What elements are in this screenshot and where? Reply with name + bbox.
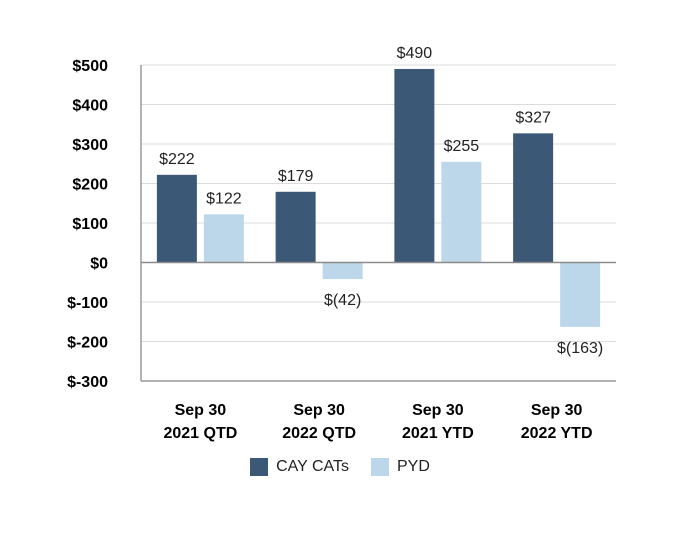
x-tick-label: 2021 YTD bbox=[402, 425, 474, 442]
bar-cay-cats bbox=[513, 133, 554, 263]
data-label: $327 bbox=[515, 109, 551, 126]
y-tick-label: $300 bbox=[72, 137, 108, 154]
data-label: $490 bbox=[397, 45, 433, 62]
y-axis-ticks: $500 $400 $300 $200 $100 $0 $-100 $-200 $-300 bbox=[67, 58, 108, 391]
legend-label-pyd: PYD bbox=[397, 458, 430, 475]
axes bbox=[140, 65, 616, 382]
y-tick-label: $100 bbox=[72, 216, 108, 233]
x-tick-label: 2021 QTD bbox=[163, 425, 237, 442]
data-label: $(163) bbox=[557, 340, 603, 357]
bar-cay-cats bbox=[156, 174, 197, 263]
data-label: $255 bbox=[444, 138, 480, 155]
bar-pyd bbox=[322, 262, 363, 280]
bar-cay-cats bbox=[394, 68, 435, 263]
data-labels: $222 $122 $179 $(42) $490 $255 $327 $(163) bbox=[159, 45, 603, 357]
y-tick-label: $400 bbox=[72, 98, 108, 115]
bar-pyd bbox=[203, 214, 244, 263]
legend: CAY CATs PYD bbox=[0, 458, 680, 476]
y-tick-label: $200 bbox=[72, 177, 108, 194]
bar-cay-cats bbox=[275, 191, 316, 263]
legend-swatch-cay-cats bbox=[250, 458, 269, 476]
y-tick-label: $500 bbox=[72, 58, 108, 75]
x-tick-label: 2022 YTD bbox=[521, 425, 593, 442]
bar-pyd bbox=[441, 161, 482, 263]
legend-label-cay-cats: CAY CATs bbox=[276, 458, 349, 475]
y-tick-label: $-100 bbox=[67, 295, 108, 312]
x-tick-label: Sep 30 bbox=[175, 402, 227, 419]
y-tick-label: $-300 bbox=[67, 374, 108, 391]
legend-item-cay-cats: CAY CATs bbox=[250, 458, 349, 476]
data-label: $(42) bbox=[324, 292, 361, 309]
data-label: $122 bbox=[206, 190, 242, 207]
data-label: $179 bbox=[278, 168, 314, 185]
x-axis-ticks: Sep 30 2021 QTD Sep 30 2022 QTD Sep 30 2021 Y… bbox=[163, 402, 592, 442]
bars bbox=[156, 68, 601, 327]
data-label: $222 bbox=[159, 151, 195, 168]
x-tick-label: Sep 30 bbox=[531, 402, 583, 419]
legend-swatch-pyd bbox=[371, 458, 389, 476]
x-tick-label: 2022 QTD bbox=[282, 425, 356, 442]
x-tick-label: Sep 30 bbox=[412, 402, 464, 419]
legend-item-pyd: PYD bbox=[371, 458, 430, 476]
bar-pyd bbox=[560, 262, 601, 327]
x-tick-label: Sep 30 bbox=[293, 402, 345, 419]
y-tick-label: $-200 bbox=[67, 335, 108, 352]
y-tick-label: $0 bbox=[90, 256, 108, 273]
